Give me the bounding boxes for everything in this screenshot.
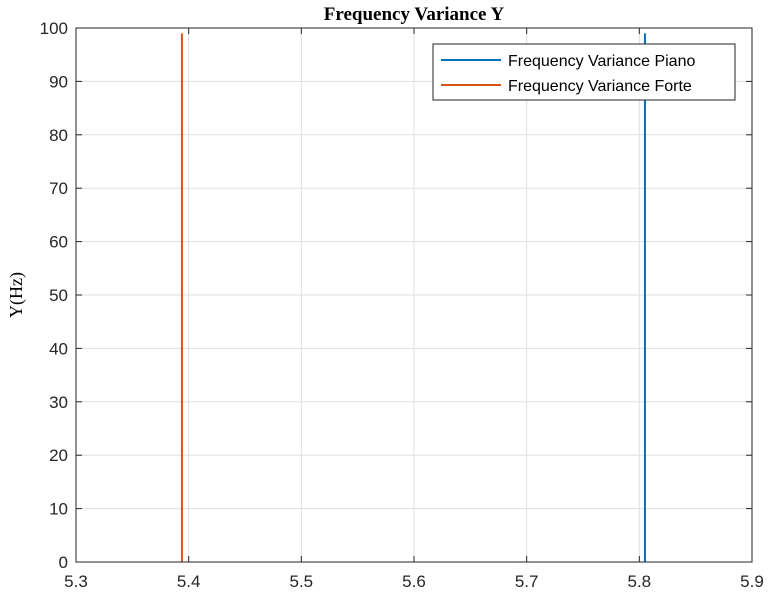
y-tick-label: 80 xyxy=(49,126,68,145)
y-tick-label: 90 xyxy=(49,72,68,91)
x-tick-label: 5.7 xyxy=(515,572,539,591)
y-tick-label: 50 xyxy=(49,286,68,305)
x-tick-label: 5.6 xyxy=(402,572,426,591)
x-tick-label: 5.5 xyxy=(290,572,314,591)
y-tick-label: 40 xyxy=(49,339,68,358)
y-axis-label: Y(Hz) xyxy=(6,272,27,318)
y-tick-label: 100 xyxy=(40,19,68,38)
x-tick-label: 5.3 xyxy=(64,572,88,591)
y-tick-label: 30 xyxy=(49,393,68,412)
y-axis-ticks: 0 10 20 30 40 50 60 70 80 90 100 xyxy=(40,19,752,572)
y-tick-label: 20 xyxy=(49,446,68,465)
legend-box xyxy=(432,43,736,101)
y-tick-label: 0 xyxy=(59,553,68,572)
y-tick-label: 60 xyxy=(49,233,68,252)
x-tick-label: 5.9 xyxy=(740,572,764,591)
legend: Frequency Variance Piano Frequency Varian… xyxy=(432,43,736,101)
y-tick-label: 70 xyxy=(49,179,68,198)
legend-label-forte: Frequency Variance Forte xyxy=(508,78,692,95)
y-tick-label: 10 xyxy=(49,500,68,519)
series-layer xyxy=(180,33,646,562)
chart-title: Frequency Variance Y xyxy=(324,4,505,25)
x-axis-ticks: 5.3 5.4 5.5 5.6 5.7 5.8 5.9 xyxy=(64,28,764,591)
x-tick-label: 5.4 xyxy=(177,572,201,591)
legend-label-piano: Frequency Variance Piano xyxy=(508,53,695,70)
x-tick-label: 5.8 xyxy=(628,572,652,591)
